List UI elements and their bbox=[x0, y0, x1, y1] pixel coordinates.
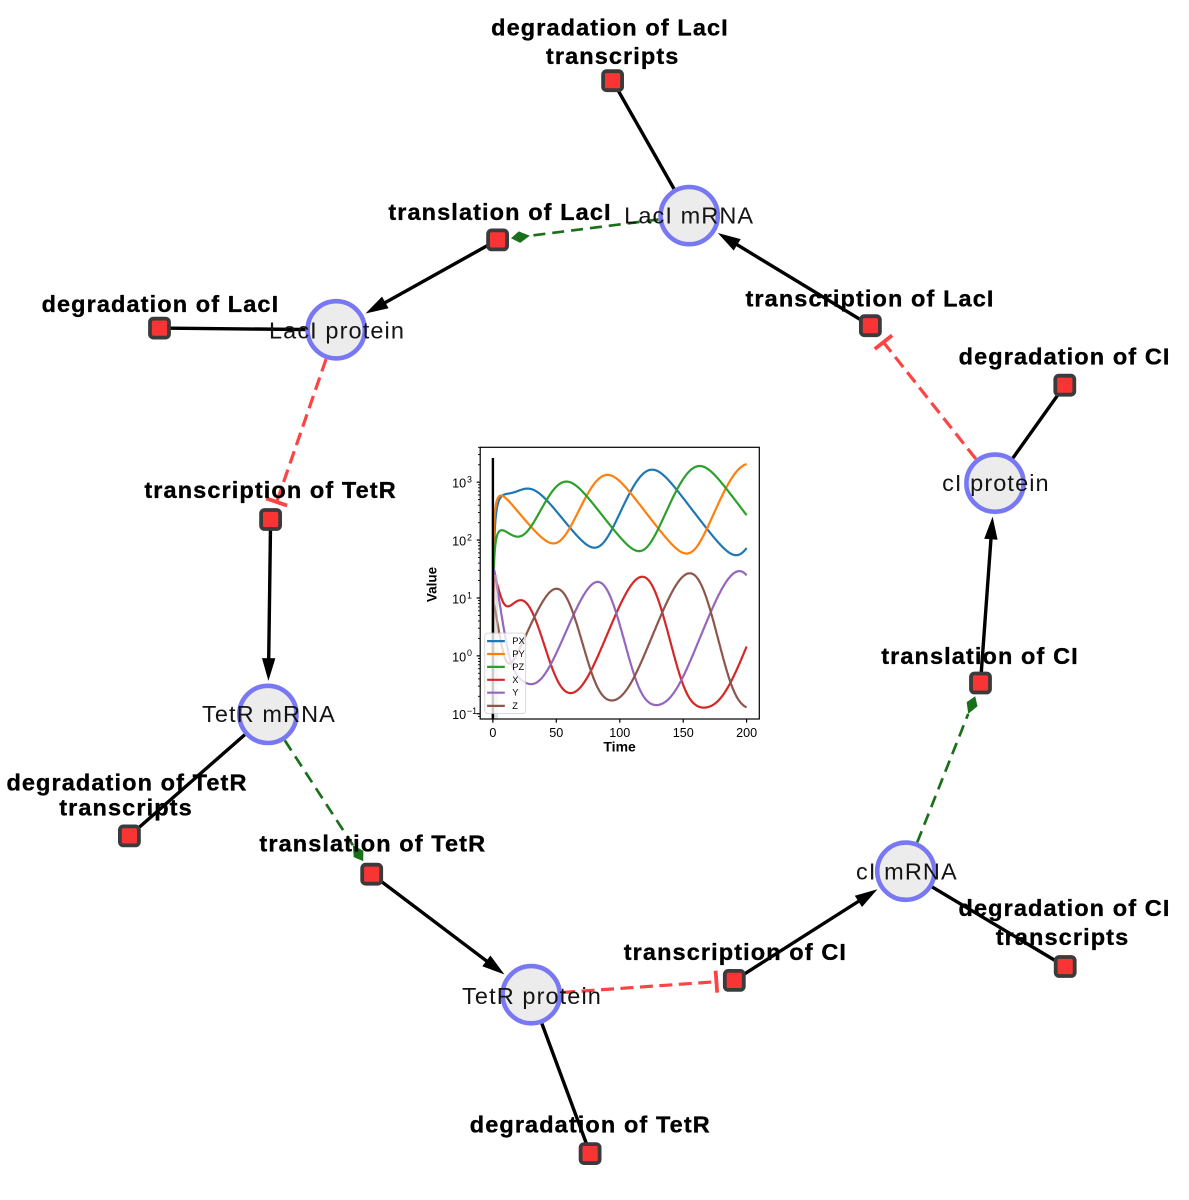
svg-text:translation of CI: translation of CI bbox=[881, 643, 1079, 669]
svg-text:transcription of CI: transcription of CI bbox=[624, 939, 847, 965]
svg-text:degradation of TetR: degradation of TetR bbox=[6, 770, 247, 796]
svg-text:10: 10 bbox=[452, 708, 466, 722]
svg-text:PZ: PZ bbox=[512, 662, 524, 672]
svg-text:transcripts: transcripts bbox=[59, 795, 193, 821]
svg-text:Y: Y bbox=[512, 688, 518, 698]
svg-text:200: 200 bbox=[736, 726, 757, 740]
svg-text:PY: PY bbox=[512, 649, 524, 659]
svg-text:degradation of CI: degradation of CI bbox=[959, 895, 1171, 921]
svg-text:degradation of CI: degradation of CI bbox=[959, 344, 1171, 370]
svg-text:cI mRNA: cI mRNA bbox=[856, 858, 958, 884]
svg-text:transcripts: transcripts bbox=[996, 924, 1130, 950]
svg-text:10: 10 bbox=[452, 650, 466, 664]
svg-text:degradation of TetR: degradation of TetR bbox=[470, 1112, 711, 1138]
svg-text:TetR mRNA: TetR mRNA bbox=[202, 701, 336, 727]
svg-text:0: 0 bbox=[489, 726, 496, 740]
svg-text:transcription of TetR: transcription of TetR bbox=[144, 477, 396, 503]
svg-text:TetR protein: TetR protein bbox=[462, 983, 602, 1009]
svg-text:150: 150 bbox=[673, 726, 694, 740]
svg-text:2: 2 bbox=[467, 532, 472, 542]
svg-text:LacI protein: LacI protein bbox=[269, 317, 405, 343]
svg-text:degradation of LacI: degradation of LacI bbox=[42, 291, 280, 317]
svg-text:X: X bbox=[512, 675, 518, 685]
svg-text:Value: Value bbox=[424, 566, 439, 602]
svg-text:transcripts: transcripts bbox=[546, 43, 680, 69]
svg-text:10: 10 bbox=[452, 593, 466, 607]
svg-text:Z: Z bbox=[512, 701, 518, 711]
svg-text:3: 3 bbox=[467, 475, 472, 485]
svg-text:translation of LacI: translation of LacI bbox=[388, 199, 611, 225]
svg-text:cI protein: cI protein bbox=[942, 470, 1050, 496]
svg-text:0: 0 bbox=[467, 648, 472, 658]
svg-text:10: 10 bbox=[452, 477, 466, 491]
svg-text:PX: PX bbox=[512, 636, 524, 646]
svg-text:100: 100 bbox=[609, 726, 630, 740]
svg-text:−1: −1 bbox=[467, 706, 477, 716]
svg-text:transcription of LacI: transcription of LacI bbox=[746, 286, 995, 312]
svg-text:LacI mRNA: LacI mRNA bbox=[624, 203, 754, 229]
svg-text:1: 1 bbox=[467, 590, 472, 600]
svg-text:10: 10 bbox=[452, 535, 466, 549]
svg-text:translation of TetR: translation of TetR bbox=[259, 831, 486, 857]
svg-text:degradation of LacI: degradation of LacI bbox=[491, 14, 729, 40]
svg-text:Time: Time bbox=[603, 739, 636, 755]
svg-text:50: 50 bbox=[549, 726, 563, 740]
